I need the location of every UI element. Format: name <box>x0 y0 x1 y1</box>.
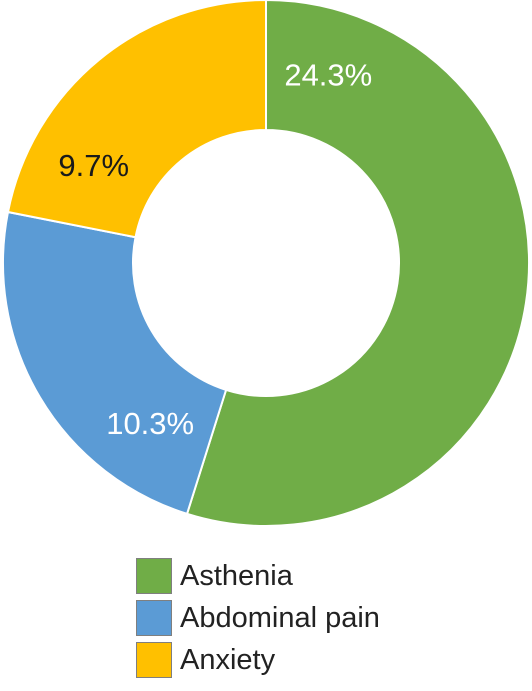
legend-label-anxiety: Anxiety <box>180 643 276 676</box>
legend-item-anxiety: Anxiety <box>136 640 380 680</box>
donut-slice-abdominal-pain <box>2 210 228 516</box>
data-label-asthenia: 24.3% <box>284 58 372 93</box>
data-label-anxiety: 9.7% <box>58 148 129 183</box>
donut-slice-asthenia <box>185 0 531 527</box>
legend-swatch-asthenia <box>136 558 172 594</box>
donut-chart: 24.3% 10.3% 9.7% <box>2 0 531 527</box>
legend-swatch-abdominal-pain <box>136 600 172 636</box>
legend-item-abdominal-pain: Abdominal pain <box>136 598 380 638</box>
legend-label-asthenia: Asthenia <box>180 559 293 592</box>
donut-data-labels: 24.3% 10.3% 9.7% <box>58 58 372 442</box>
legend-label-abdominal-pain: Abdominal pain <box>180 601 380 634</box>
donut-slice-anxiety <box>6 0 267 239</box>
legend-item-asthenia: Asthenia <box>136 556 380 596</box>
legend: Asthenia Abdominal pain Anxiety <box>136 556 380 682</box>
data-label-abdominal-pain: 10.3% <box>106 406 194 441</box>
donut-slices <box>2 0 531 527</box>
legend-swatch-anxiety <box>136 642 172 678</box>
